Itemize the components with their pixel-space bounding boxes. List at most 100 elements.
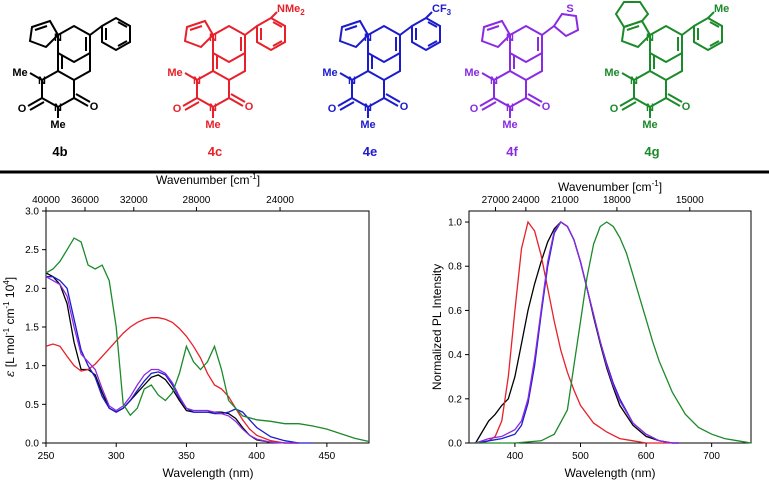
compound-4e: CF3 N N N O O Me Me 4e [322,3,451,159]
x-tick-label: 400 [248,451,265,462]
y-tick-label: 0.0 [25,439,39,450]
abs-top-xlabel: Wavenumber [cm-1] [156,172,260,187]
x-tick-label: 250 [38,451,55,462]
methyl-label: Me [464,67,479,79]
series-line-1 [475,220,679,444]
compound-label: 4b [52,144,67,159]
top-tick-label: 32000 [120,195,148,206]
nitrogen-atom: N [38,75,46,87]
y-tick-label: 0.2 [448,394,462,405]
nitrogen-atom: N [506,102,514,114]
x-tick-label: 350 [178,451,195,462]
x-tick-label: 300 [108,451,125,462]
aryl-ring [256,17,286,51]
oxygen-atom: O [328,103,337,115]
nme2-label: NMe2 [277,3,305,17]
top-tick-label: 18000 [603,195,631,206]
nitrogen-atom: N [54,32,62,44]
oxygen-atom: O [400,101,409,113]
nitrogen-atom: N [630,75,638,87]
y-tick-label: 0.0 [448,439,462,450]
nitrogen-atom: N [364,32,372,44]
oxygen-atom: O [18,103,27,115]
y-tick-label: 0.8 [448,262,462,273]
compound-label: 4f [506,144,518,159]
fused-benzo-ring [614,1,650,29]
compound-label: 4g [644,144,659,159]
x-tick-label: 450 [319,451,336,462]
aryl-ring [101,17,131,51]
y-tick-label: 0.5 [25,400,39,411]
nitrogen-atom: N [193,75,201,87]
y-tick-label: 0.6 [448,306,462,317]
series-line-2 [475,221,679,444]
y-tick-label: 1.0 [25,361,39,372]
nitrogen-atom: N [506,32,514,44]
methyl-label: Me [167,67,182,79]
nitrogen-atom: N [490,75,498,87]
top-tick-label: 36000 [71,195,99,206]
pl-top-xlabel: Wavenumber [cm-1] [558,179,662,194]
series-line-2 [46,276,313,444]
series-line-4 [45,237,370,443]
pl-ylabel: Normalized PL Intensity [430,264,444,390]
nitrogen-atom: N [54,102,62,114]
compound-4b: N N N O O Me Me 4b [12,17,131,159]
top-tick-label: 24000 [512,195,540,206]
cf3-label: CF3 [432,3,452,17]
series-line-0 [475,221,679,444]
nitrogen-atom: N [646,32,654,44]
nitrogen-atom: N [209,32,217,44]
compound-4f: S N N N O O Me Me 4f [464,3,580,159]
top-tick-label: 21000 [551,195,579,206]
series-line-3 [45,276,299,444]
compound-4g: Me N N N O O Me Me 4g [604,1,729,159]
pl-xlabel: Wavelength (nm) [565,466,656,480]
top-tick-label: 24000 [266,195,294,206]
pl-chart: 400 500 600 700 0.0 0.2 0.4 0.6 0.8 1.0 27000 240… [430,179,752,480]
methyl-label: Me [50,119,65,131]
nitrogen-atom: N [646,102,654,114]
top-tick-label: 28000 [183,195,211,206]
oxygen-atom: O [245,101,254,113]
top-tick-label: 27000 [482,195,510,206]
aryl-ring [693,17,723,51]
methyl-label: Me [714,3,729,15]
nitrogen-atom: N [348,75,356,87]
y-tick-label: 3.0 [25,207,39,218]
y-tick-label: 0.4 [448,350,462,361]
x-tick-label: 400 [507,451,524,462]
absorption-chart: 250 300 350 400 450 0.0 0.5 1.0 1.5 2.0 2.5 3.0 40… [2,172,370,480]
methyl-label: Me [12,67,27,79]
series-line-0 [45,272,299,444]
abs-xlabel: Wavelength (nm) [163,466,254,480]
aryl-ring [411,17,441,51]
series-line-3 [475,221,679,444]
methyl-label: Me [604,67,619,79]
methyl-label: Me [205,119,220,131]
nitrogen-atom: N [364,102,372,114]
sulfur-atom: S [566,3,573,15]
compound-structures: N N N O O Me Me 4b NMe2 N N N O O Me Me 4c CF3 N N N O O Me Me 4e… [12,1,729,159]
compound-4c: NMe2 N N N O O Me Me 4c [167,3,305,159]
series-line-4 [475,221,752,444]
methyl-label: Me [502,119,517,131]
compound-label: 4c [208,144,222,159]
methyl-label: Me [322,67,337,79]
abs-ylabel: ε [L mol-1 cm-1 104] [2,277,17,377]
top-tick-label: 15000 [676,195,704,206]
thiophene-ring [552,12,580,38]
oxygen-atom: O [470,103,479,115]
oxygen-atom: O [173,103,182,115]
x-tick-label: 500 [572,451,589,462]
oxygen-atom: O [610,103,619,115]
oxygen-atom: O [542,101,551,113]
methyl-label: Me [360,119,375,131]
oxygen-atom: O [90,101,99,113]
oxygen-atom: O [682,101,691,113]
x-tick-label: 600 [638,451,655,462]
compound-label: 4e [363,144,377,159]
y-tick-label: 1.0 [448,218,462,229]
top-tick-label: 40000 [32,195,60,206]
